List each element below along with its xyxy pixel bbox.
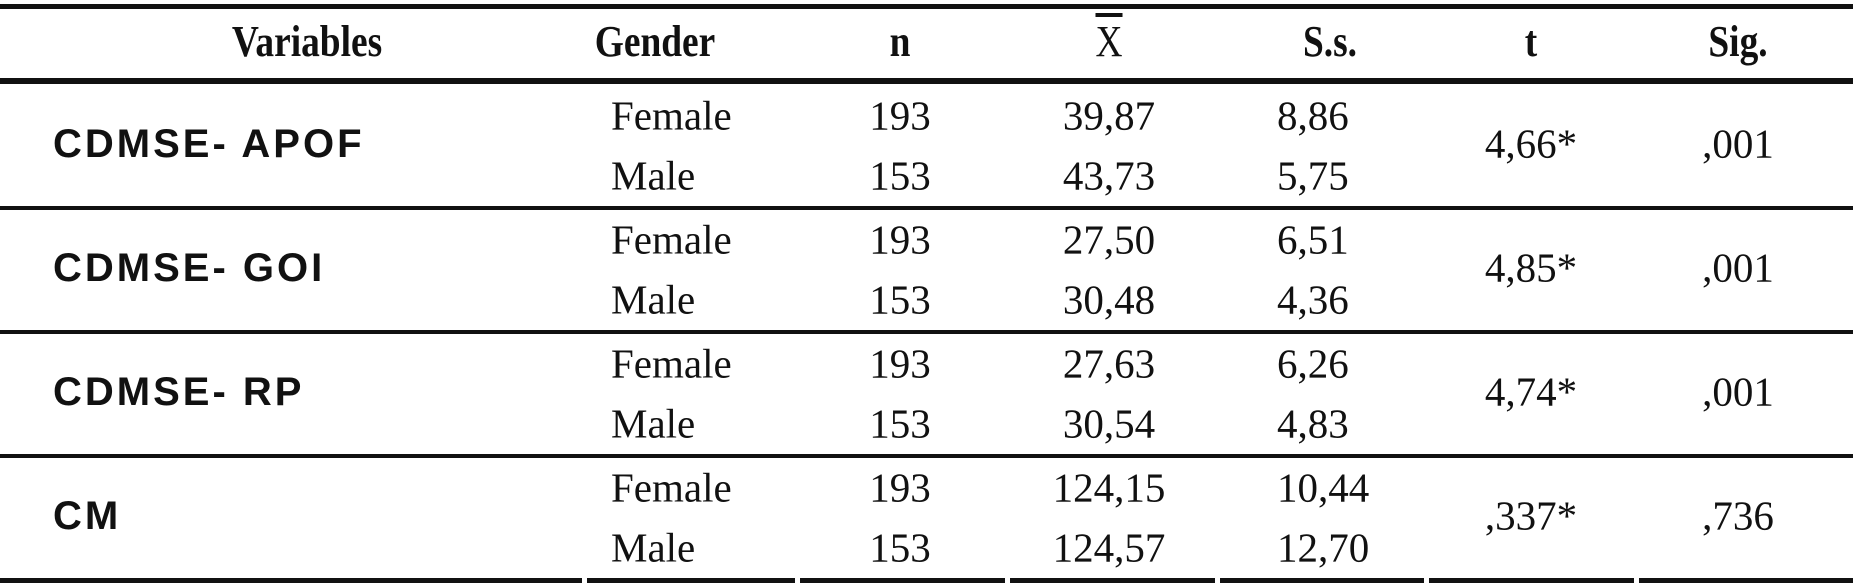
rule (800, 578, 1005, 583)
rule (587, 578, 795, 583)
variable-label: CDMSE- APOF (53, 122, 365, 166)
gender: Male (611, 276, 696, 323)
mean-value: 27,50 (1062, 216, 1156, 263)
rule (0, 78, 1853, 84)
t-value: 4,74* (1484, 368, 1578, 415)
mean-value: 124,15 (1052, 464, 1166, 511)
variable-label: CDMSE- RP (53, 370, 305, 414)
variable-label: CM (53, 494, 122, 538)
column-header: Gender (594, 17, 716, 66)
gender: Female (611, 216, 732, 263)
rule (0, 454, 1853, 458)
sd-value: 4,36 (1277, 276, 1349, 323)
sig-value: ,736 (1702, 492, 1774, 539)
t-value: 4,66* (1484, 120, 1578, 167)
rule (0, 578, 582, 583)
gender: Male (611, 152, 696, 199)
n-value: 193 (869, 340, 931, 387)
gender: Male (611, 524, 696, 571)
rule (1429, 578, 1634, 583)
rule (0, 206, 1853, 210)
sig-value: ,001 (1702, 120, 1774, 167)
column-header: Sig. (1708, 17, 1768, 66)
n-value: 153 (869, 400, 931, 447)
rule (0, 330, 1853, 334)
variable-label: CDMSE- GOI (53, 246, 326, 290)
mean-value: 30,48 (1062, 276, 1156, 323)
sd-value: 10,44 (1277, 464, 1370, 511)
n-value: 153 (869, 276, 931, 323)
sd-value: 8,86 (1277, 92, 1349, 139)
mean-value: 30,54 (1062, 400, 1156, 447)
mean-value: 43,73 (1062, 152, 1156, 199)
column-header: S.s. (1302, 17, 1358, 66)
sd-value: 5,75 (1277, 152, 1349, 199)
gender: Female (611, 92, 732, 139)
gender: Male (611, 400, 696, 447)
mean-value: 124,57 (1052, 524, 1166, 571)
t-value: ,337* (1484, 492, 1578, 539)
gender: Female (611, 464, 732, 511)
sd-value: 4,83 (1277, 400, 1349, 447)
n-value: 193 (869, 464, 931, 511)
column-header: Variables (231, 17, 383, 66)
n-value: 193 (869, 92, 931, 139)
mean-value: 39,87 (1062, 92, 1156, 139)
sig-value: ,001 (1702, 244, 1774, 291)
sig-value: ,001 (1702, 368, 1774, 415)
t-value: 4,85* (1484, 244, 1578, 291)
rule (1220, 578, 1424, 583)
n-value: 193 (869, 216, 931, 263)
n-value: 153 (869, 152, 931, 199)
rule (0, 4, 1853, 9)
sd-value: 12,70 (1277, 524, 1370, 571)
rule (1639, 578, 1853, 583)
n-value: 153 (869, 524, 931, 571)
rule (1010, 578, 1215, 583)
sd-value: 6,26 (1277, 340, 1349, 387)
sd-value: 6,51 (1277, 216, 1349, 263)
gender: Female (611, 340, 732, 387)
column-header: n (889, 17, 911, 66)
column-header: X (1095, 17, 1123, 66)
mean-value: 27,63 (1062, 340, 1156, 387)
column-header: t (1524, 17, 1538, 66)
